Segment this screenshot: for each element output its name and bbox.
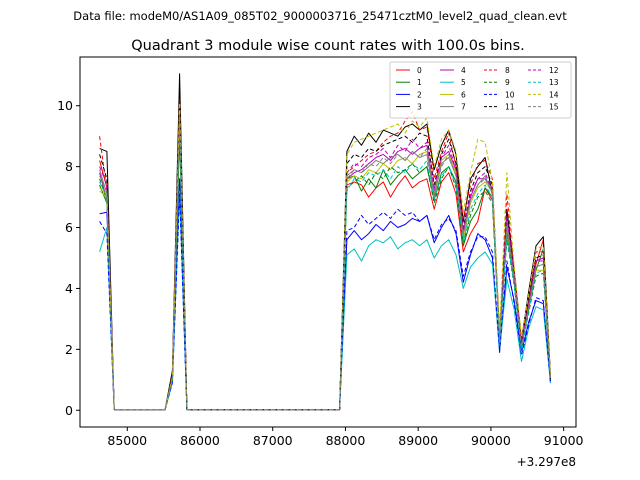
y-tick-label: 0 bbox=[65, 403, 73, 418]
legend-label: 14 bbox=[549, 90, 559, 99]
series-line-0 bbox=[99, 120, 551, 411]
y-tick-label: 8 bbox=[65, 159, 73, 174]
x-tick-label: 89000 bbox=[398, 433, 438, 448]
x-tick-label: 87000 bbox=[253, 433, 293, 448]
series-line-15 bbox=[99, 114, 551, 411]
series-line-10 bbox=[99, 193, 551, 411]
legend-label: 1 bbox=[417, 78, 422, 87]
series-line-2 bbox=[99, 178, 551, 411]
legend-label: 3 bbox=[417, 103, 422, 112]
legend-box bbox=[389, 61, 572, 119]
series-line-1 bbox=[99, 135, 551, 411]
chart-title: Quadrant 3 module wise count rates with … bbox=[131, 38, 525, 54]
plot-area bbox=[99, 73, 551, 411]
y-tick-label: 2 bbox=[65, 342, 73, 357]
y-axis: 0 2 4 6 8 10 bbox=[57, 98, 80, 418]
legend-label: 10 bbox=[505, 90, 515, 99]
legend-label: 15 bbox=[549, 103, 559, 112]
legend-label: 11 bbox=[505, 103, 515, 112]
y-tick-label: 10 bbox=[57, 98, 73, 113]
x-tick-label: 88000 bbox=[326, 433, 366, 448]
legend-label: 0 bbox=[417, 66, 422, 75]
legend-label: 4 bbox=[461, 66, 466, 75]
legend-label: 8 bbox=[505, 66, 510, 75]
series-line-9 bbox=[99, 126, 551, 411]
series-line-6 bbox=[99, 99, 551, 411]
legend-label: 13 bbox=[549, 78, 559, 87]
y-tick-label: 4 bbox=[65, 281, 73, 296]
legend-label: 7 bbox=[461, 103, 466, 112]
x-tick-label: 91000 bbox=[544, 433, 584, 448]
axes-frame bbox=[79, 56, 577, 428]
series-line-8 bbox=[99, 96, 551, 411]
legend-label: 2 bbox=[417, 90, 422, 99]
series-line-12 bbox=[99, 105, 551, 411]
x-tick-label: 86000 bbox=[180, 433, 220, 448]
legend-label: 9 bbox=[505, 78, 510, 87]
series-line-13 bbox=[99, 123, 551, 411]
x-axis: 85000 86000 87000 88000 89000 90000 91000 bbox=[107, 427, 584, 448]
series-line-14 bbox=[99, 102, 551, 411]
legend-label: 6 bbox=[461, 90, 466, 99]
data-file-caption: Data file: modeM0/AS1A09_085T02_90000037… bbox=[73, 9, 567, 23]
series-line-4 bbox=[99, 111, 551, 411]
legend-label: 12 bbox=[549, 66, 559, 75]
x-tick-label: 85000 bbox=[107, 433, 147, 448]
series-line-11 bbox=[99, 90, 551, 411]
legend-label: 5 bbox=[461, 78, 466, 87]
y-tick-label: 6 bbox=[65, 220, 73, 235]
series-line-3 bbox=[99, 73, 551, 411]
series-line-7 bbox=[99, 108, 551, 411]
x-axis-offset-label: +3.297e8 bbox=[517, 455, 576, 469]
series-line-5 bbox=[99, 190, 551, 411]
x-tick-label: 90000 bbox=[471, 433, 511, 448]
